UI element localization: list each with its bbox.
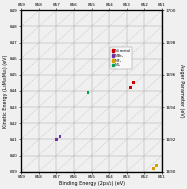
Point [132, 81, 135, 84]
Point [129, 86, 132, 89]
X-axis label: Binding Energy (2p₃/₂) (eV): Binding Energy (2p₃/₂) (eV) [59, 181, 125, 186]
Point [55, 138, 58, 141]
Point [59, 135, 62, 138]
Point [155, 164, 158, 167]
Y-axis label: Kinetic Energy (L₃M₄₅M₄₅) (eV): Kinetic Energy (L₃M₄₅M₄₅) (eV) [3, 54, 8, 128]
Legend: Ni metal, NiBr₂, NiF₂, NiI₂: Ni metal, NiBr₂, NiF₂, NiI₂ [110, 47, 131, 69]
Point [152, 167, 155, 170]
Y-axis label: Auger Parameter (eV): Auger Parameter (eV) [179, 64, 184, 118]
Point [87, 91, 90, 94]
